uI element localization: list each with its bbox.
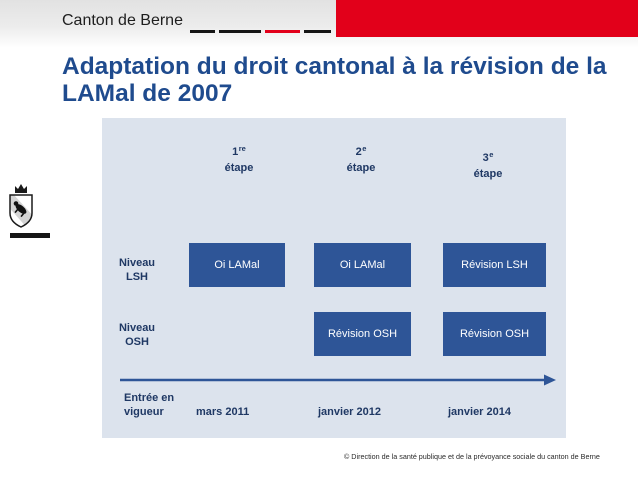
stage-2-label: étape	[346, 162, 376, 174]
level-label-lsh: Niveau LSH	[111, 256, 163, 284]
org-rule-segment	[265, 30, 300, 33]
bern-coat-of-arms-icon	[9, 184, 33, 228]
box-lsh-stage-1: Oi LAMal	[189, 243, 285, 287]
stage-2-number: 2	[355, 146, 362, 158]
stage-3-number: 3	[482, 152, 489, 164]
stage-1-header: 1re étape	[209, 144, 269, 176]
page-title: Adaptation du droit cantonal à la révisi…	[62, 53, 607, 107]
box-lsh-stage-2: Oi LAMal	[314, 243, 411, 287]
stage-3-suffix: e	[489, 149, 494, 159]
org-rule-segment	[304, 30, 331, 33]
date-stage-1: mars 2011	[196, 406, 250, 418]
box-osh-stage-3: Révision OSH	[443, 312, 546, 356]
copyright-footer: © Direction de la santé publique et de l…	[344, 452, 600, 461]
brand-red-block	[336, 0, 638, 37]
emblem-divider	[10, 233, 50, 238]
stage-1-number: 1	[232, 146, 239, 158]
level-label-osh: Niveau OSH	[111, 321, 163, 349]
box-lsh-stage-3: Révision LSH	[443, 243, 546, 287]
org-rule-segment	[219, 30, 261, 33]
date-stage-3: janvier 2014	[448, 406, 511, 418]
stage-2-header: 2e étape	[331, 144, 391, 176]
stage-2-suffix: e	[362, 143, 367, 153]
page-title-line-2: LAMal de 2007	[62, 80, 233, 107]
stage-1-label: étape	[224, 162, 254, 174]
box-osh-stage-2: Révision OSH	[314, 312, 411, 356]
stage-3-label: étape	[473, 168, 503, 180]
level-label-osh-line-1: Niveau	[118, 322, 156, 334]
page-title-line-1: Adaptation du droit cantonal à la révisi…	[62, 53, 607, 80]
level-label-lsh-line-2: LSH	[126, 271, 148, 283]
org-name: Canton de Berne	[62, 12, 183, 29]
entry-into-force-label-line-2: vigueur	[124, 406, 164, 418]
stage-1-suffix: re	[238, 143, 246, 153]
entry-into-force-label: Entrée en vigueur	[124, 391, 174, 419]
level-label-lsh-line-1: Niveau	[118, 257, 156, 269]
level-label-osh-line-2: OSH	[125, 336, 149, 348]
org-rule-segment	[190, 30, 215, 33]
stage-3-header: 3e étape	[458, 150, 518, 182]
timeline-diagram: 1re étape 2e étape 3e étape Niveau LSH N…	[102, 118, 566, 438]
date-stage-2: janvier 2012	[318, 406, 381, 418]
entry-into-force-label-line-1: Entrée en	[124, 392, 175, 404]
arrow-right-icon	[120, 374, 556, 386]
